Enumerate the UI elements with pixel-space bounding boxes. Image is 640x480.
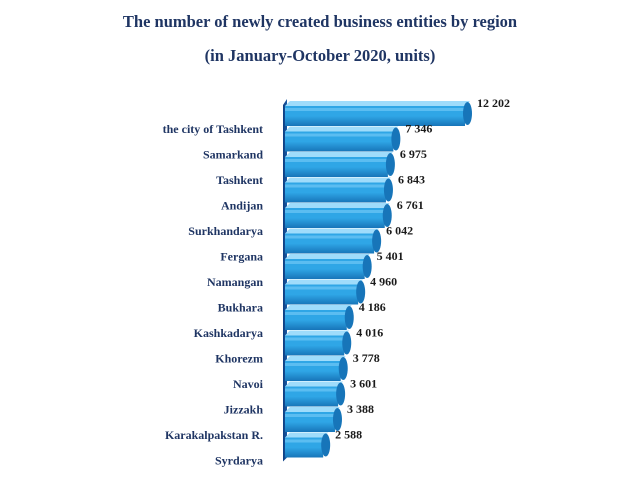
bar-highlight (285, 337, 345, 341)
bar-kashkadarya (285, 305, 354, 330)
bar-andijan (285, 177, 393, 203)
bar-top-face (285, 203, 390, 208)
category-label: Tashkent (216, 173, 263, 187)
bar-highlight (285, 312, 347, 315)
bar-highlight (285, 439, 324, 443)
bar-highlight (285, 108, 465, 111)
bar-top-face (285, 381, 344, 387)
data-label: 12 202 (477, 96, 510, 110)
bar-top-face (285, 432, 329, 438)
bar-bukhara (285, 279, 366, 305)
bar-end-cap (463, 102, 472, 125)
bar-the-city-of-tashkent (285, 101, 472, 126)
bar-end-cap (336, 382, 346, 406)
category-label: Khorezm (215, 352, 263, 366)
category-label: Kashkadarya (194, 326, 263, 340)
chart-subtitle: (in January-October 2020, units) (204, 46, 436, 65)
data-label: 6 042 (386, 224, 413, 238)
bar-khorezm (285, 330, 352, 356)
category-label: Syrdarya (215, 454, 263, 468)
data-label: 4 960 (370, 275, 397, 289)
bar-top-face (285, 101, 470, 106)
bar-fergana (285, 228, 382, 254)
data-label: 3 601 (350, 377, 377, 391)
category-label: Namangan (207, 275, 263, 289)
data-label: 4 016 (356, 326, 383, 340)
category-label: Navoi (233, 377, 264, 391)
bar-navoi (285, 356, 348, 381)
bar-end-cap (342, 331, 352, 355)
category-label: Jizzakh (224, 403, 264, 417)
bar-highlight (285, 210, 385, 213)
category-label: Karakalpakstan R. (165, 428, 263, 442)
bar-end-cap (382, 204, 392, 227)
bar-end-cap (383, 178, 393, 202)
bar-end-cap (372, 229, 382, 253)
category-label: Bukhara (218, 301, 263, 315)
chart-title: The number of newly created business ent… (122, 12, 518, 31)
bar-end-cap (321, 433, 331, 457)
data-label: 4 186 (359, 300, 386, 314)
bar-end-cap (385, 153, 395, 176)
category-label: the city of Tashkent (163, 122, 263, 136)
bar-end-cap (344, 306, 354, 329)
data-label: 3 388 (347, 402, 374, 416)
bar-jizzakh (285, 381, 346, 407)
bar-syrdarya (285, 432, 331, 458)
bar-end-cap (356, 280, 366, 304)
category-label: Fergana (220, 250, 263, 264)
bar-highlight (285, 286, 359, 290)
category-label: Surkhandarya (188, 224, 263, 238)
bar-samarkand (285, 126, 401, 152)
data-label: 6 761 (397, 198, 424, 212)
data-label: 3 778 (353, 351, 380, 365)
data-label: 7 346 (405, 122, 432, 136)
bar-top-face (285, 407, 340, 412)
bar-highlight (285, 159, 388, 162)
bar-top-face (285, 305, 352, 310)
category-label: Andijan (221, 199, 263, 213)
bar-top-face (285, 330, 350, 336)
data-label: 6 975 (400, 147, 427, 161)
bar-end-cap (338, 357, 348, 380)
data-label: 5 401 (377, 249, 404, 263)
bar-highlight (285, 388, 339, 392)
bar-highlight (285, 235, 375, 239)
y-axis-wall (283, 99, 287, 462)
bar-tashkent (285, 152, 395, 177)
bar-karakalpakstan-r- (285, 407, 342, 432)
bar-end-cap (391, 127, 401, 151)
bar-top-face (285, 254, 370, 259)
bar-top-face (285, 279, 364, 285)
bar-end-cap (332, 408, 342, 431)
bar-top-face (285, 126, 399, 132)
bar-surkhandarya (285, 203, 392, 228)
category-label: Samarkand (203, 148, 263, 162)
bar-highlight (285, 414, 335, 417)
bar-top-face (285, 177, 391, 183)
bar-top-face (285, 152, 393, 157)
bar-top-face (285, 228, 380, 234)
data-label: 2 588 (335, 428, 362, 442)
data-label: 6 843 (398, 173, 425, 187)
bar-namangan (285, 254, 372, 279)
bar-highlight (285, 133, 394, 137)
bar-top-face (285, 356, 346, 361)
bar-highlight (285, 261, 365, 264)
bar-highlight (285, 184, 386, 188)
bar-end-cap (362, 255, 372, 278)
bar-highlight (285, 363, 341, 366)
